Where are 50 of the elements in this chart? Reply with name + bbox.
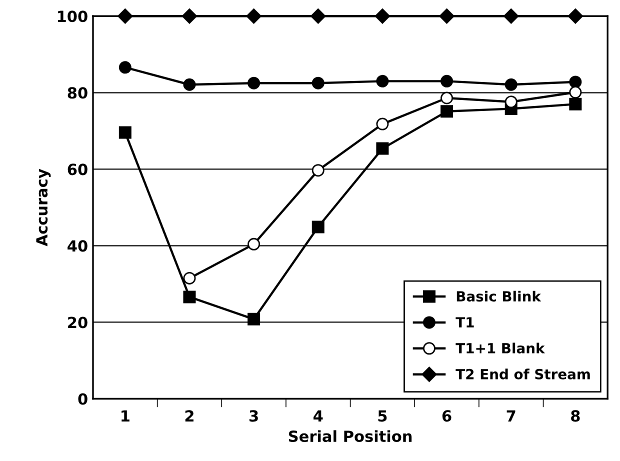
point [504, 78, 518, 91]
x-tick-label: 4 [314, 410, 323, 422]
point [310, 8, 326, 24]
x-axis-title: Serial Position [288, 430, 412, 442]
y-tick-label: 20 [68, 316, 88, 328]
point [376, 74, 389, 88]
point [439, 8, 454, 24]
point [376, 142, 389, 155]
point [568, 8, 584, 24]
point [118, 8, 133, 24]
legend-label: T1+1 Blank [456, 342, 546, 354]
x-tick-label: 5 [378, 410, 387, 422]
point [569, 76, 582, 88]
point [312, 220, 324, 234]
point [246, 8, 262, 24]
point [248, 238, 260, 250]
point [376, 118, 389, 130]
point [182, 8, 198, 24]
point [118, 126, 132, 139]
legend-label: Basic Blink [456, 290, 542, 302]
y-tick-label: 40 [68, 240, 88, 252]
point [183, 272, 196, 284]
point [312, 164, 324, 177]
x-tick-label: 3 [250, 410, 258, 422]
legend-label: T2 End of Stream [456, 368, 590, 380]
y-tick-label: 80 [68, 87, 88, 99]
point [440, 74, 454, 88]
point [312, 76, 324, 90]
x-tick-label: 1 [122, 410, 130, 422]
point [183, 290, 196, 304]
legend-label: T1 [456, 317, 474, 328]
x-tick-label: 8 [571, 410, 580, 422]
point [569, 98, 582, 110]
point [504, 96, 518, 108]
point [248, 312, 260, 326]
point [504, 8, 519, 24]
x-tick-label: 6 [442, 410, 452, 422]
x-tick-label: 7 [506, 410, 516, 422]
y-tick-label: 0 [78, 393, 88, 405]
y-tick-label: 60 [68, 164, 88, 176]
point [118, 61, 132, 74]
point [569, 86, 582, 99]
point [440, 92, 454, 104]
y-axis-title: Accuracy [36, 168, 51, 246]
point [374, 8, 390, 24]
y-tick-label: 100 [58, 10, 88, 22]
x-tick-label: 2 [185, 410, 194, 422]
point [248, 76, 260, 90]
point [183, 78, 196, 91]
point [440, 105, 454, 118]
